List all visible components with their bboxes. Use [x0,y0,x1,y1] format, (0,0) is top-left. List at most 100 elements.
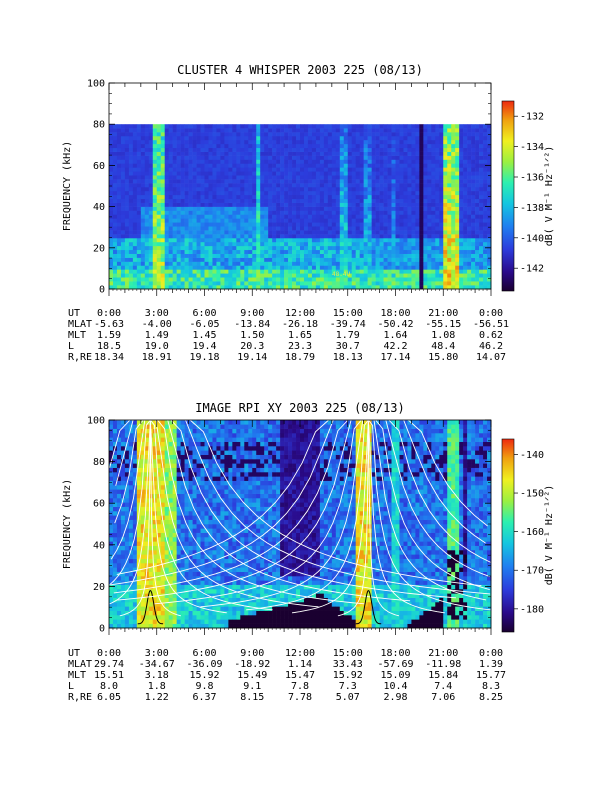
panel1-spectrogram-cell [463,257,468,262]
panel1-spectrogram-cell [391,186,396,192]
panel1-spectrogram-cell [419,257,424,262]
panel2-spectrogram-cell [164,571,169,577]
panel1-spectrogram-cell [176,214,181,219]
panel1-spectrogram-cell [300,147,305,152]
panel1-spectrogram-cell [256,273,261,278]
panel1-spectrogram-cell [307,139,313,145]
panel1-spectrogram-cell [156,226,162,231]
panel1-spectrogram-cell [423,124,428,129]
panel2-spectrogram-cell [120,450,126,455]
panel1-spectrogram-cell [176,226,181,231]
panel1-spectrogram-cell [172,155,177,160]
panel1-ephemeris-cell: 20.3 [240,341,264,352]
panel1-spectrogram-cell [347,234,353,239]
panel1-spectrogram-cell [216,139,221,145]
panel1-spectrogram-cell [487,269,492,274]
panel1-spectrogram-cell [156,285,162,290]
panel1-spectrogram-cell [236,214,241,219]
panel1-spectrogram-cell [335,132,341,137]
panel1-spectrogram-cell [455,198,460,203]
panel2-spectrogram-cell [109,619,114,624]
panel1-spectrogram-cell [148,202,154,207]
panel1-spectrogram-cell [307,230,313,235]
panel1-spectrogram-cell [120,190,126,196]
panel1-spectrogram-cell [471,155,476,160]
panel1-spectrogram-cell [244,214,249,219]
panel1-spectrogram-cell [451,194,456,200]
panel1-spectrogram-cell [479,190,484,196]
panel2-spectrogram-cell [152,580,158,585]
panel1-spectrogram-cell [288,202,293,207]
panel1-spectrogram-cell [252,167,257,172]
panel1-spectrogram-cell [379,257,384,262]
panel1-spectrogram-cell [112,234,118,239]
panel1-spectrogram-cell [260,277,265,282]
panel1-spectrogram-cell [391,237,396,243]
panel1-spectrogram-cell [112,285,118,290]
panel1-spectrogram-cell [475,281,480,286]
panel1-spectrogram-cell [256,230,261,235]
panel1-spectrogram-cell [244,135,249,141]
panel1-spectrogram-cell [188,132,193,137]
panel1-spectrogram-cell [272,186,277,192]
panel1-spectrogram-cell [431,269,436,274]
panel2-spectrogram-cell [156,502,162,507]
panel1-spectrogram-cell [451,237,456,243]
panel1-spectrogram-cell [487,281,492,286]
panel1-spectrogram-cell [447,151,452,156]
panel1-spectrogram-cell [264,194,269,200]
panel1-spectrogram-cell [172,241,177,247]
panel1-spectrogram-cell [399,183,404,188]
panel1-spectrogram-cell [220,237,225,243]
panel1-spectrogram-cell [399,128,404,133]
panel1-spectrogram-cell [252,222,257,227]
panel1-spectrogram-cell [152,253,158,258]
panel1-spectrogram-cell [180,151,185,156]
panel1-spectrogram-cell [188,230,193,235]
panel1-spectrogram-cell [431,277,436,282]
panel2-spectrogram-cell [164,437,169,442]
panel1-spectrogram-cell [156,155,162,160]
panel2-spectrogram-cell [112,489,118,494]
panel1-spectrogram-cell [487,190,492,196]
panel1-spectrogram-cell [327,214,333,219]
panel1-spectrogram-cell [164,194,169,200]
panel1-ephemeris-cell: 3:00 [145,308,169,319]
panel1-spectrogram-cell [172,234,177,239]
panel1-spectrogram-cell [124,139,130,145]
panel2-spectrogram-cell [140,463,146,468]
panel1-spectrogram-cell [383,202,388,207]
panel1-spectrogram-cell [148,128,154,133]
panel1-spectrogram-cell [200,186,205,192]
panel1-spectrogram-cell [383,132,388,137]
panel1-spectrogram-cell [140,269,146,274]
panel1-spectrogram-cell [419,230,424,235]
panel1-spectrogram-cell [144,183,150,188]
panel1-spectrogram-cell [411,277,416,282]
panel1-spectrogram-cell [475,175,480,180]
panel2-spectrogram-cell [144,467,150,473]
panel1-spectrogram-cell [315,222,321,227]
panel1-spectrogram-cell [288,210,293,215]
panel1-spectrogram-cell [443,249,448,254]
panel1-spectrogram-cell [403,273,408,278]
panel1-spectrogram-cell [200,194,205,200]
panel1-spectrogram-cell [109,202,114,207]
panel1-spectrogram-cell [232,237,237,243]
panel1-spectrogram-cell [323,285,329,290]
panel1-spectrogram-cell [132,257,138,262]
panel1-spectrogram-cell [331,124,337,129]
panel1-spectrogram-cell [124,132,130,137]
panel1-spectrogram-cell [244,132,249,137]
panel1-spectrogram-cell [459,139,464,145]
panel1-spectrogram-cell [172,218,177,223]
panel2-spectrogram-cell [109,580,114,585]
panel1-spectrogram-cell [112,167,118,172]
panel1-spectrogram-cell [180,226,185,231]
panel1-spectrogram-cell [403,202,408,207]
panel1-spectrogram-cell [315,218,321,223]
panel1-spectrogram-cell [359,143,364,149]
panel1-spectrogram-cell [311,277,317,282]
panel1-spectrogram-cell [204,269,209,274]
panel1-spectrogram-cell [455,171,460,176]
